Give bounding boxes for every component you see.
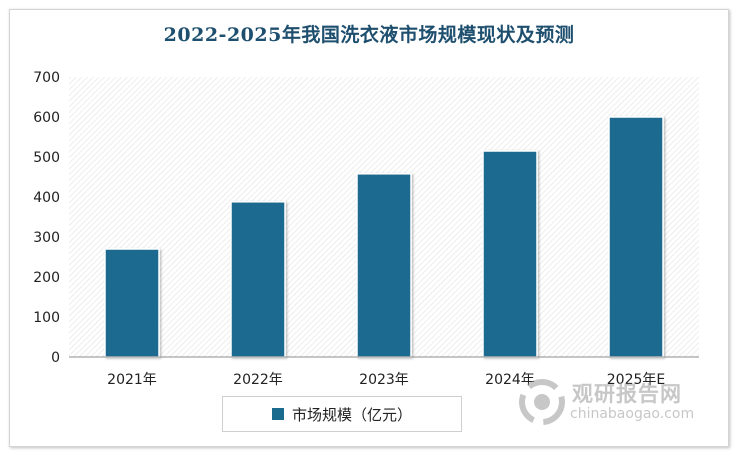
bar: [608, 116, 664, 358]
y-tick-label: 200: [33, 270, 60, 286]
bar: [104, 248, 160, 358]
watermark-logo-icon: [519, 379, 565, 425]
y-tick-label: 700: [33, 70, 60, 86]
y-tick-label: 300: [33, 230, 60, 246]
y-tick-label: 600: [33, 110, 60, 126]
y-tick-label: 0: [51, 350, 60, 366]
bar: [482, 150, 538, 358]
x-tick-label: 2025年E: [607, 372, 665, 388]
legend-label: 市场规模（亿元）: [291, 405, 412, 424]
x-tick-label: 2022年: [233, 372, 283, 388]
bar: [356, 173, 412, 358]
x-tick-label: 2021年: [107, 372, 157, 388]
y-tick-label: 400: [33, 190, 60, 206]
chart-title: 2022-2025年我国洗衣液市场规模现状及预测: [163, 24, 575, 46]
watermark-url: chinabaogao.com: [570, 406, 695, 422]
watermark-name: 观研报告网: [572, 382, 682, 406]
legend-swatch: [271, 408, 284, 420]
x-tick-label: 2024年: [485, 372, 535, 388]
legend: 市场规模（亿元）: [222, 396, 462, 432]
y-tick-label: 500: [33, 150, 60, 166]
x-tick-label: 2023年: [359, 372, 409, 388]
y-tick-label: 100: [33, 310, 60, 326]
bar: [230, 201, 286, 358]
watermark: 观研报告网 chinabaogao.com: [512, 374, 712, 434]
